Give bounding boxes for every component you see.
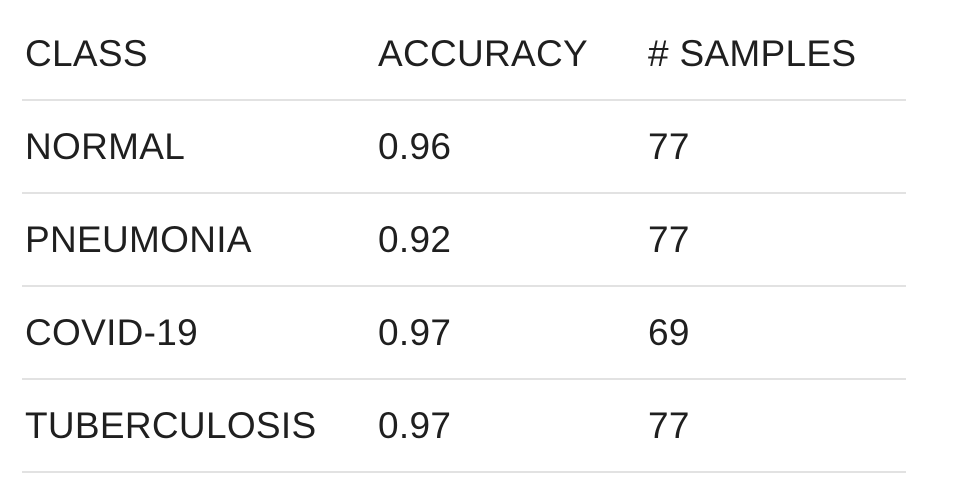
header-samples: # SAMPLES: [648, 33, 857, 74]
table-row: TUBERCULOSIS 0.97 77: [22, 380, 906, 473]
cell-samples: 77: [648, 126, 690, 167]
table-row: PNEUMONIA 0.92 77: [22, 194, 906, 287]
table-row: COVID-19 0.97 69: [22, 287, 906, 380]
cell-class: NORMAL: [25, 126, 186, 167]
cell-accuracy: 0.97: [378, 405, 452, 446]
header-accuracy: ACCURACY: [378, 33, 589, 74]
table-header-row: CLASS ACCURACY # SAMPLES: [22, 8, 906, 101]
cell-samples: 77: [648, 405, 690, 446]
cell-samples: 77: [648, 219, 690, 260]
results-table: CLASS ACCURACY # SAMPLES NORMAL 0.96 77 …: [22, 8, 906, 473]
cell-accuracy: 0.97: [378, 312, 452, 353]
cell-samples: 69: [648, 312, 690, 353]
cell-accuracy: 0.92: [378, 219, 452, 260]
cell-class: TUBERCULOSIS: [25, 405, 317, 446]
table-row: NORMAL 0.96 77: [22, 101, 906, 194]
cell-class: COVID-19: [25, 312, 199, 353]
cell-accuracy: 0.96: [378, 126, 452, 167]
cell-class: PNEUMONIA: [25, 219, 252, 260]
header-class: CLASS: [25, 33, 148, 74]
